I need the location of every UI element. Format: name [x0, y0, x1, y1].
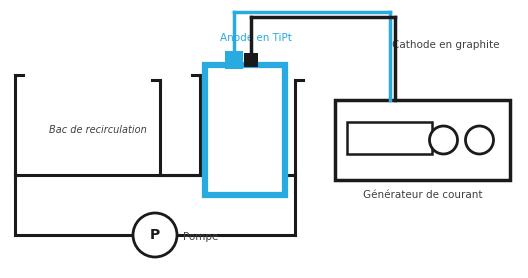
Bar [244, 53, 258, 67]
Text: P: P [150, 228, 160, 242]
Text: Anode en TiPt: Anode en TiPt [220, 33, 292, 43]
Text: Pompe: Pompe [183, 232, 219, 242]
Circle shape [133, 213, 177, 257]
Circle shape [429, 126, 457, 154]
Text: Cathode en graphite: Cathode en graphite [392, 40, 500, 50]
Bar [225, 51, 243, 69]
Bar [335, 100, 510, 180]
Circle shape [466, 126, 494, 154]
Text: Générateur de courant: Générateur de courant [363, 190, 482, 200]
Bar [347, 122, 432, 154]
Bar [205, 65, 285, 195]
Text: Bac de recirculation: Bac de recirculation [49, 125, 146, 135]
